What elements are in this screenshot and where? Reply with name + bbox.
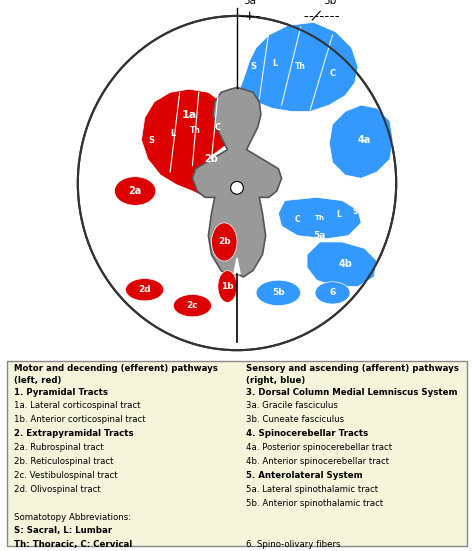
- Text: C: C: [215, 123, 221, 132]
- Text: Motor and decending (efferent) pathways: Motor and decending (efferent) pathways: [14, 364, 218, 373]
- Text: 3a. Gracile fasciculus: 3a. Gracile fasciculus: [246, 402, 338, 410]
- Text: 2d. Olivospinal tract: 2d. Olivospinal tract: [14, 485, 101, 494]
- Text: S: S: [148, 136, 154, 144]
- Text: S: S: [250, 62, 256, 72]
- Text: L: L: [337, 210, 341, 219]
- Text: L: L: [273, 59, 278, 68]
- Text: 2d: 2d: [138, 285, 151, 294]
- Text: 2c. Vestibulospinal tract: 2c. Vestibulospinal tract: [14, 471, 118, 480]
- Text: 3a: 3a: [243, 0, 256, 19]
- Text: Th: Th: [315, 215, 325, 221]
- Text: 1b. Anterior corticospinal tract: 1b. Anterior corticospinal tract: [14, 415, 146, 424]
- Text: 5. Anterolateral System: 5. Anterolateral System: [246, 471, 363, 480]
- Text: 2b. Reticulospinal tract: 2b. Reticulospinal tract: [14, 457, 114, 466]
- Text: 2b: 2b: [205, 154, 219, 164]
- Text: 5b. Anterior spinothalamic tract: 5b. Anterior spinothalamic tract: [246, 499, 383, 507]
- Ellipse shape: [256, 280, 301, 306]
- Text: 3. Dorsal Column Medial Lemniscus System: 3. Dorsal Column Medial Lemniscus System: [246, 387, 458, 397]
- Text: Somatotopy Abbreviations:: Somatotopy Abbreviations:: [14, 512, 131, 521]
- Text: 1b: 1b: [221, 282, 234, 291]
- Polygon shape: [240, 22, 358, 111]
- Text: C: C: [295, 215, 301, 224]
- Text: 4a: 4a: [358, 135, 371, 145]
- Text: (right, blue): (right, blue): [246, 376, 306, 385]
- Ellipse shape: [173, 294, 211, 317]
- Polygon shape: [329, 105, 393, 179]
- Text: 1. Pyramidal Tracts: 1. Pyramidal Tracts: [14, 387, 108, 397]
- Text: 5a. Lateral spinothalamic tract: 5a. Lateral spinothalamic tract: [246, 485, 378, 494]
- Text: L: L: [171, 129, 176, 138]
- Polygon shape: [234, 258, 240, 274]
- Ellipse shape: [78, 16, 396, 350]
- Text: 6. Spino-olivary fibers: 6. Spino-olivary fibers: [246, 541, 341, 549]
- Text: 2b: 2b: [218, 237, 230, 246]
- Text: 6: 6: [329, 288, 336, 298]
- FancyBboxPatch shape: [7, 361, 467, 547]
- Text: 5b: 5b: [272, 288, 285, 298]
- Text: Th: Thoracic, C: Cervical: Th: Thoracic, C: Cervical: [14, 541, 132, 549]
- Polygon shape: [192, 88, 282, 277]
- Text: 1a. Lateral corticospinal tract: 1a. Lateral corticospinal tract: [14, 402, 140, 410]
- Text: Th: Th: [295, 62, 306, 72]
- Polygon shape: [142, 89, 231, 197]
- Ellipse shape: [211, 223, 237, 261]
- Text: 4. Spinocerebellar Tracts: 4. Spinocerebellar Tracts: [246, 429, 369, 438]
- Text: 2a. Rubrospinal tract: 2a. Rubrospinal tract: [14, 443, 104, 452]
- Text: Th: Th: [190, 126, 201, 135]
- Text: C: C: [329, 69, 336, 78]
- Text: 2. Extrapyramidal Tracts: 2. Extrapyramidal Tracts: [14, 429, 134, 438]
- Ellipse shape: [315, 282, 350, 304]
- Text: S: S: [352, 207, 357, 216]
- Text: 2c: 2c: [187, 301, 198, 310]
- Text: 4b. Anterior spinocerebellar tract: 4b. Anterior spinocerebellar tract: [246, 457, 390, 466]
- Text: 4a. Posterior spinocerebellar tract: 4a. Posterior spinocerebellar tract: [246, 443, 392, 452]
- Ellipse shape: [126, 279, 164, 301]
- Ellipse shape: [114, 177, 156, 206]
- Text: 5a: 5a: [314, 231, 326, 240]
- Ellipse shape: [218, 271, 237, 302]
- Text: 2a: 2a: [128, 186, 142, 196]
- Text: Sensory and ascending (afferent) pathways: Sensory and ascending (afferent) pathway…: [246, 364, 459, 373]
- Text: 3b. Cuneate fasciculus: 3b. Cuneate fasciculus: [246, 415, 345, 424]
- Circle shape: [231, 181, 243, 194]
- Text: 3b: 3b: [312, 0, 336, 20]
- Text: 1a: 1a: [182, 110, 197, 120]
- Text: 4b: 4b: [338, 259, 352, 269]
- Polygon shape: [278, 197, 361, 239]
- Polygon shape: [307, 242, 377, 287]
- Text: (left, red): (left, red): [14, 376, 62, 385]
- Text: S: Sacral, L: Lumbar: S: Sacral, L: Lumbar: [14, 526, 112, 536]
